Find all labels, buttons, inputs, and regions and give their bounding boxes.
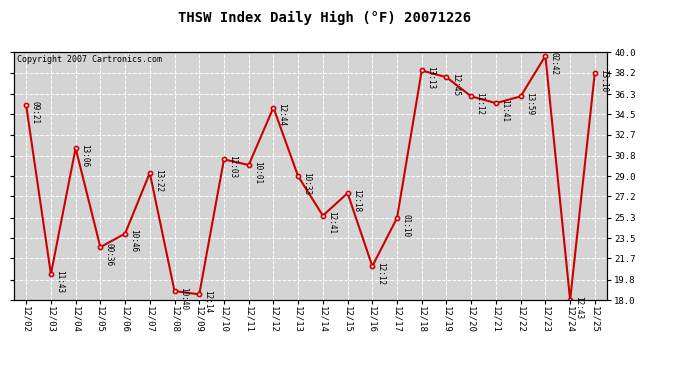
Text: 12:43: 12:43 [574, 296, 583, 319]
Text: 12:45: 12:45 [451, 73, 460, 96]
Text: 11:12: 11:12 [475, 92, 484, 116]
Text: 13:13: 13:13 [426, 66, 435, 90]
Text: THSW Index Daily High (°F) 20071226: THSW Index Daily High (°F) 20071226 [178, 11, 471, 26]
Text: 01:10: 01:10 [401, 214, 410, 237]
Text: 00:36: 00:36 [104, 243, 113, 266]
Text: 12:03: 12:03 [228, 155, 237, 178]
Text: 02:42: 02:42 [549, 52, 558, 75]
Text: 13:10: 13:10 [599, 69, 608, 92]
Text: 13:22: 13:22 [154, 169, 163, 192]
Text: 12:12: 12:12 [377, 262, 386, 285]
Text: 09:21: 09:21 [30, 101, 39, 124]
Text: 10:01: 10:01 [253, 161, 262, 184]
Text: 13:06: 13:06 [80, 144, 89, 167]
Text: 12:18: 12:18 [352, 189, 361, 212]
Text: Copyright 2007 Cartronics.com: Copyright 2007 Cartronics.com [17, 55, 161, 64]
Text: 13:59: 13:59 [525, 92, 534, 116]
Text: 10:46: 10:46 [129, 230, 138, 253]
Text: 11:41: 11:41 [500, 99, 509, 122]
Text: 12:44: 12:44 [277, 104, 286, 127]
Text: 12:41: 12:41 [327, 211, 336, 235]
Text: 11:43: 11:43 [55, 270, 64, 293]
Text: 12:14: 12:14 [204, 290, 213, 314]
Text: 10:40: 10:40 [179, 287, 188, 310]
Text: 10:33: 10:33 [302, 172, 311, 195]
